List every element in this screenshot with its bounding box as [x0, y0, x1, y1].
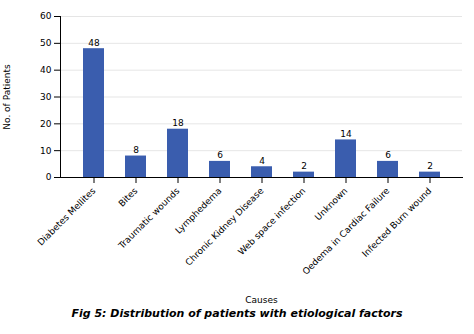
svg-text:Unknown: Unknown [313, 186, 350, 223]
svg-text:Chronic Kidney Disease: Chronic Kidney Disease [183, 185, 265, 267]
svg-text:Lymphedema: Lymphedema [173, 185, 224, 236]
svg-text:48: 48 [88, 38, 100, 48]
svg-text:8: 8 [133, 145, 139, 155]
svg-text:Web space infection: Web space infection [236, 186, 307, 257]
svg-text:No. of Patients: No. of Patients [2, 64, 12, 130]
svg-text:Diabetes Mellites: Diabetes Mellites [36, 185, 98, 247]
svg-text:4: 4 [259, 156, 265, 166]
svg-text:2: 2 [427, 161, 433, 171]
svg-text:20: 20 [40, 119, 52, 129]
svg-text:Infected Burn wound: Infected Burn wound [360, 186, 433, 259]
svg-text:14: 14 [340, 129, 352, 139]
svg-text:6: 6 [385, 150, 391, 160]
svg-text:50: 50 [40, 38, 52, 48]
svg-text:Causes: Causes [245, 295, 278, 305]
svg-text:10: 10 [40, 146, 52, 156]
svg-text:Oedema in Cardiac Failure: Oedema in Cardiac Failure [301, 185, 392, 276]
svg-text:18: 18 [172, 118, 184, 128]
html-text:Fig 5: Distribution of patient: Fig 5: Distribution of patients with eti… [71, 307, 403, 320]
svg-text:60: 60 [40, 11, 52, 21]
svg-text:6: 6 [217, 150, 223, 160]
svg-text:2: 2 [301, 161, 307, 171]
svg-text:Traumatic wounds: Traumatic wounds [116, 185, 182, 251]
svg-text:30: 30 [40, 92, 52, 102]
svg-text:0: 0 [46, 172, 52, 182]
svg-text:Bites: Bites [117, 185, 140, 208]
svg-text:40: 40 [40, 65, 52, 75]
